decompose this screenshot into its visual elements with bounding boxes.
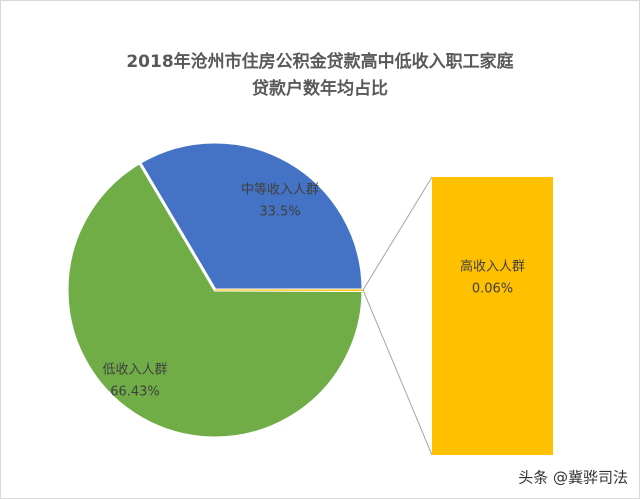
bar bbox=[432, 177, 553, 455]
connector-line bbox=[362, 176, 433, 291]
pie-slice bbox=[65, 160, 365, 440]
data-label-value: 33.5% bbox=[259, 205, 300, 220]
data-label-name: 低收入人群 bbox=[102, 363, 167, 378]
data-label-name: 高收入人群 bbox=[460, 259, 525, 275]
data-label-value: 66.43% bbox=[110, 385, 160, 400]
chart-title: 贷款户数年均占比 bbox=[252, 78, 388, 99]
pie-slice bbox=[137, 140, 365, 292]
pie-slice bbox=[214, 289, 364, 292]
watermark: 头条 @冀骅司法 bbox=[518, 469, 628, 487]
chart-title: 2018年沧州市住房公积金贷款高中低收入职工家庭 bbox=[126, 51, 513, 72]
connector-line bbox=[362, 289, 433, 456]
data-label-name: 中等收入人群 bbox=[241, 182, 319, 198]
data-label-value: 0.06% bbox=[472, 282, 513, 297]
